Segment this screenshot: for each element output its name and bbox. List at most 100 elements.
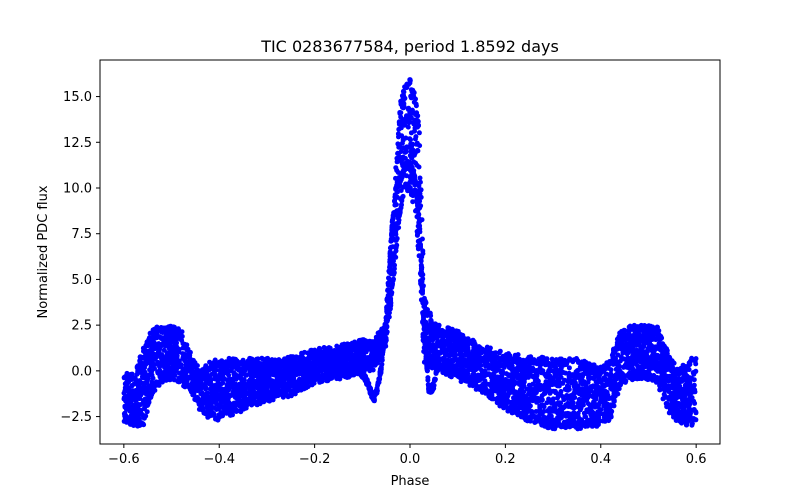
data-point <box>433 352 439 358</box>
data-point <box>592 384 598 390</box>
chart-title: TIC 0283677584, period 1.8592 days <box>260 37 559 56</box>
data-point <box>689 375 695 381</box>
data-point <box>660 349 666 355</box>
data-point <box>161 362 167 368</box>
data-point <box>585 379 591 385</box>
data-point <box>416 130 422 136</box>
data-point <box>556 378 562 384</box>
data-point <box>213 374 219 380</box>
data-point <box>170 357 176 363</box>
data-point <box>289 378 295 384</box>
data-point <box>661 369 667 375</box>
data-point <box>221 376 227 382</box>
data-point <box>538 403 544 409</box>
data-point <box>260 383 266 388</box>
data-point <box>595 409 601 415</box>
data-point <box>411 110 417 116</box>
data-point <box>680 398 686 404</box>
data-point <box>596 373 602 379</box>
data-point <box>605 395 611 401</box>
data-point <box>643 351 649 357</box>
data-point <box>569 397 575 403</box>
data-point <box>510 370 516 376</box>
data-point <box>121 390 127 396</box>
data-point <box>496 363 502 369</box>
data-point <box>674 403 679 409</box>
data-point <box>403 135 409 141</box>
data-point <box>205 396 210 402</box>
data-point <box>417 175 423 181</box>
data-point <box>223 388 229 394</box>
data-point <box>240 385 245 391</box>
data-point <box>321 355 327 361</box>
data-point <box>389 282 395 288</box>
data-point <box>123 398 129 404</box>
data-point <box>180 367 186 373</box>
data-point <box>153 354 158 360</box>
data-point <box>546 368 552 374</box>
data-point <box>166 345 172 351</box>
data-point <box>404 144 410 150</box>
data-point <box>268 382 274 388</box>
data-point <box>210 395 216 400</box>
data-point <box>157 346 163 352</box>
data-point <box>506 373 512 379</box>
data-point <box>357 355 363 361</box>
data-point <box>549 356 555 362</box>
data-point <box>209 390 215 396</box>
data-point <box>566 372 572 378</box>
data-point <box>463 361 469 367</box>
data-point <box>642 340 648 346</box>
data-point <box>595 391 601 397</box>
data-point <box>570 404 576 410</box>
data-point <box>203 405 209 411</box>
data-point <box>415 113 421 119</box>
data-point <box>470 372 476 378</box>
data-point <box>130 404 136 410</box>
data-point <box>256 380 261 386</box>
data-point <box>681 374 687 380</box>
data-point <box>237 381 243 387</box>
data-point <box>441 350 447 356</box>
data-point <box>582 370 588 376</box>
data-point <box>669 390 675 396</box>
data-point <box>128 396 134 402</box>
data-point <box>590 394 596 400</box>
data-point <box>571 390 577 396</box>
data-point <box>213 384 219 389</box>
data-point <box>414 140 420 146</box>
data-point <box>155 370 161 376</box>
data-point <box>203 380 209 385</box>
data-point <box>145 355 151 361</box>
data-point <box>130 388 136 394</box>
data-point <box>224 401 230 407</box>
data-point <box>510 386 515 392</box>
data-points <box>121 77 699 432</box>
data-point <box>554 416 560 422</box>
data-point <box>575 389 581 395</box>
data-point <box>619 356 625 362</box>
data-point <box>576 400 582 406</box>
data-point <box>453 352 459 358</box>
data-point <box>566 365 572 371</box>
data-point <box>243 396 249 402</box>
data-point <box>577 407 583 413</box>
data-point <box>414 162 420 168</box>
data-point <box>362 347 368 353</box>
data-point <box>672 399 677 405</box>
data-point <box>539 411 545 417</box>
data-point <box>547 389 553 395</box>
data-point <box>182 358 188 363</box>
data-point <box>579 386 585 392</box>
data-point <box>411 121 417 127</box>
data-point <box>166 357 172 363</box>
data-point <box>569 380 575 386</box>
data-point <box>665 385 671 391</box>
data-point <box>230 412 235 418</box>
data-point <box>675 394 681 400</box>
data-point <box>557 391 563 397</box>
data-point <box>476 363 481 369</box>
data-point <box>476 353 482 359</box>
data-point <box>636 341 642 347</box>
data-point <box>328 361 333 367</box>
